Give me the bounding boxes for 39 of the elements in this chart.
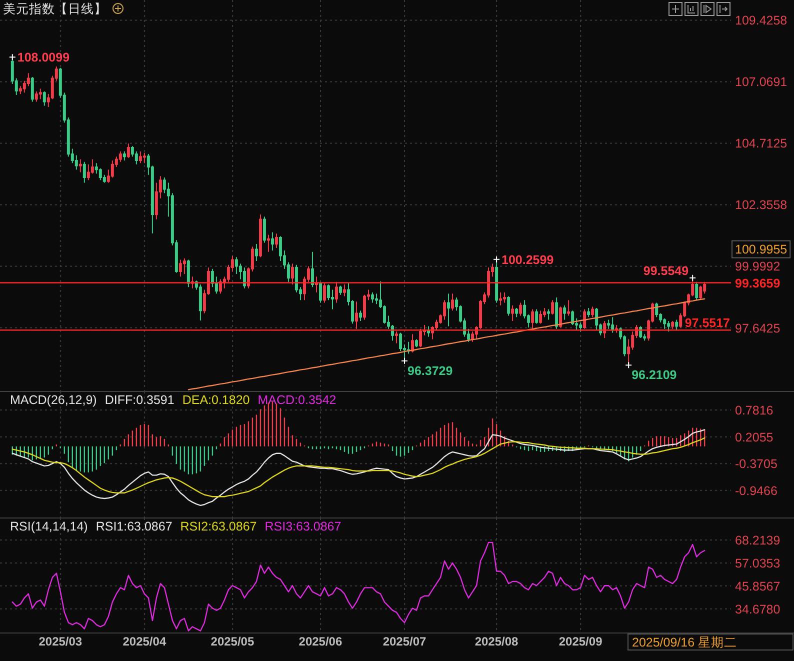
- text: RSI3:63.0867: [264, 520, 342, 534]
- chart-title: RSI(14,14,14): [10, 520, 88, 534]
- y-tick-label: 97.6425: [735, 321, 780, 336]
- x-tick-label: 2025/03: [38, 634, 82, 648]
- x-tick-label: 2025/09: [558, 634, 603, 648]
- x-tick-label: 2025/07: [382, 634, 427, 648]
- y-tick-label: -0.3705: [735, 457, 778, 472]
- y-tick-label: 107.0691: [735, 75, 788, 90]
- x-tick-label: 2025/08: [474, 634, 519, 648]
- data-label: 108.0099: [17, 50, 70, 65]
- ref-line-label: 97.5517: [684, 316, 730, 330]
- y-tick-label: 109.4258: [735, 14, 788, 28]
- data-label: 100.2599: [502, 252, 554, 267]
- y-tick-label: 34.6780: [735, 602, 780, 616]
- y-tick-label: 99.9992: [735, 260, 780, 274]
- data-label: 96.2109: [632, 368, 677, 382]
- series-label: MACD:0.3542: [258, 393, 336, 407]
- y-tick-label: 102.3558: [735, 198, 788, 212]
- text: 2025/09/16 星期二: [632, 636, 738, 650]
- text: DEA:0.1820: [182, 393, 250, 407]
- legend-label: RSI1:63.0867: [96, 520, 172, 534]
- y-tick-label: 0.2055: [735, 430, 774, 444]
- y-tick-label: -0.9466: [735, 484, 778, 498]
- chart-title: MACD(26,12,9): [10, 393, 97, 407]
- y-tick-label: 68.2139: [735, 533, 780, 548]
- chart-title: 美元指数【日线】: [3, 1, 107, 16]
- x-tick-label: 2025/04: [122, 634, 166, 648]
- data-label: 96.3729: [408, 364, 453, 378]
- y-tick-label: 0.7816: [735, 404, 774, 418]
- data-label: 99.5549: [643, 264, 689, 278]
- text: DIFF:0.3591: [104, 393, 174, 407]
- text: 100.9955: [735, 242, 788, 256]
- x-tick-label: 2025/06: [298, 634, 342, 648]
- y-tick-label: 57.0353: [735, 556, 780, 570]
- legend-label: RSI2:63.0867: [180, 520, 257, 534]
- y-tick-label: 45.8567: [735, 579, 780, 594]
- x-tick-label: 2025/05: [210, 634, 254, 648]
- ref-line-label: 99.3659: [735, 276, 780, 290]
- y-tick-label: 104.7125: [735, 136, 788, 151]
